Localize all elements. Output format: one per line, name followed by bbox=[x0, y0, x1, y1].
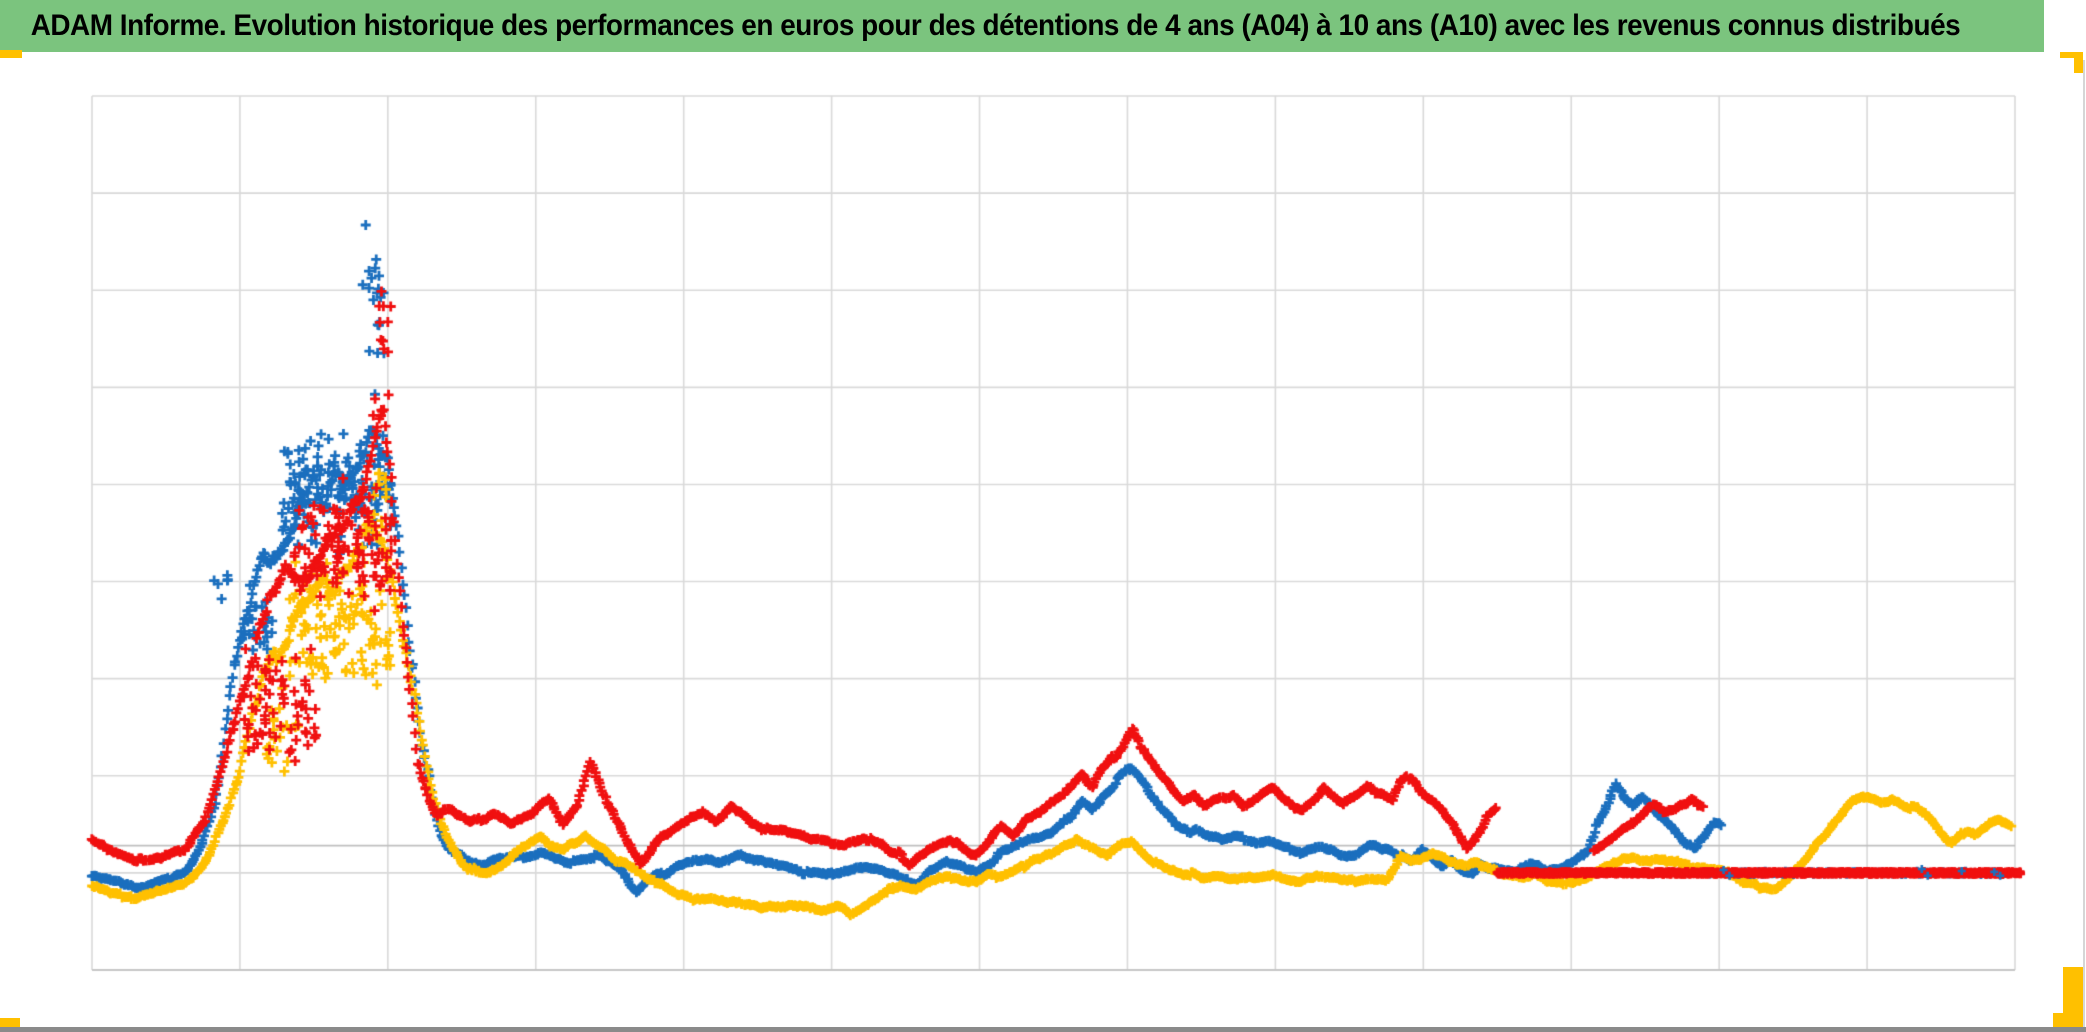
accent-top-right-horizontal bbox=[2060, 52, 2083, 58]
accent-bottom-right-horizontal bbox=[2053, 1013, 2083, 1027]
window-right-edge bbox=[2083, 60, 2085, 1027]
accent-bottom-right-vertical bbox=[2063, 967, 2083, 1014]
accent-bottom-left bbox=[0, 1018, 20, 1029]
accent-top-right-vertical bbox=[2074, 52, 2083, 73]
accent-top-left bbox=[0, 50, 22, 58]
window-bottom-bar bbox=[0, 1027, 2086, 1032]
